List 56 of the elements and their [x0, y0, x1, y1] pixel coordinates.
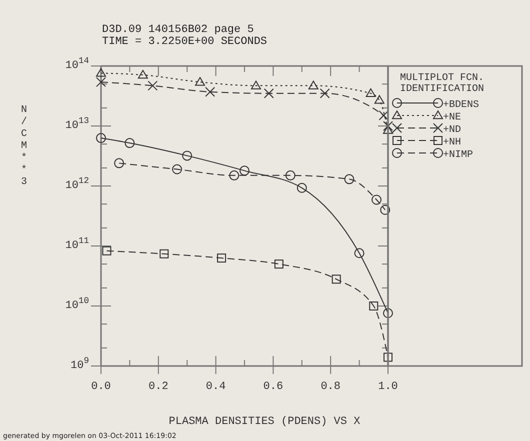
point [366, 88, 376, 98]
point [240, 166, 250, 176]
x-tick-label: 0.6 [263, 381, 284, 393]
y-tick-label: 10$^{10}$ [65, 296, 89, 312]
point [96, 68, 106, 77]
legend-label: +BDENS [443, 100, 480, 111]
point [374, 95, 384, 104]
point [229, 170, 240, 180]
point [148, 80, 158, 91]
x-tick-label: 0.4 [206, 381, 226, 393]
point [308, 80, 318, 90]
point [172, 164, 182, 174]
legend-title: MULTIPLOT FCN. IDENTIFICATION [400, 73, 484, 95]
point [124, 138, 135, 148]
point [320, 88, 330, 98]
point [285, 170, 296, 180]
point [274, 260, 284, 269]
point [205, 86, 216, 97]
chart-subtitle: TIME = 3.2250E+00 SECONDS [102, 36, 268, 48]
point [96, 133, 106, 144]
y-tick-label: 10$^{9}$ [70, 356, 89, 372]
point [195, 77, 206, 86]
legend-label: +ND [443, 125, 462, 136]
legend-label: +NIMP [443, 150, 474, 161]
y-tick-label: 10$^{12}$ [65, 176, 89, 192]
point [344, 174, 354, 184]
chart-title: D3D.09 140156B02 page 5 [102, 24, 254, 36]
point [182, 150, 192, 161]
y-tick-label: 10$^{14}$ [65, 56, 89, 72]
point [296, 182, 307, 193]
point [380, 204, 390, 215]
point [264, 88, 274, 98]
point [138, 70, 148, 79]
point [354, 248, 364, 258]
legend-label: +NE [443, 112, 462, 124]
point [160, 249, 169, 258]
point [250, 80, 261, 90]
x-tick-label: 0.2 [148, 381, 168, 393]
legend-label: +NH [443, 138, 462, 148]
point [114, 158, 124, 168]
y-tick-label: 10$^{11}$ [65, 236, 89, 252]
x-tick-label: 0.0 [91, 381, 111, 393]
point [383, 125, 393, 134]
point [369, 302, 378, 310]
x-axis-title: PLASMA DENSITIES (PDENS) VS X [168, 416, 361, 428]
point [384, 352, 392, 362]
point [383, 308, 393, 318]
y-tick-label: 10$^{13}$ [65, 116, 89, 132]
x-tick-label: 1.0 [378, 381, 398, 393]
point [96, 77, 106, 88]
point [332, 274, 341, 284]
point [217, 254, 226, 263]
point [378, 110, 389, 120]
y-axis-title: N/CM**3 [20, 105, 28, 188]
x-tick-label: 0.8 [320, 381, 341, 393]
point [372, 194, 382, 205]
